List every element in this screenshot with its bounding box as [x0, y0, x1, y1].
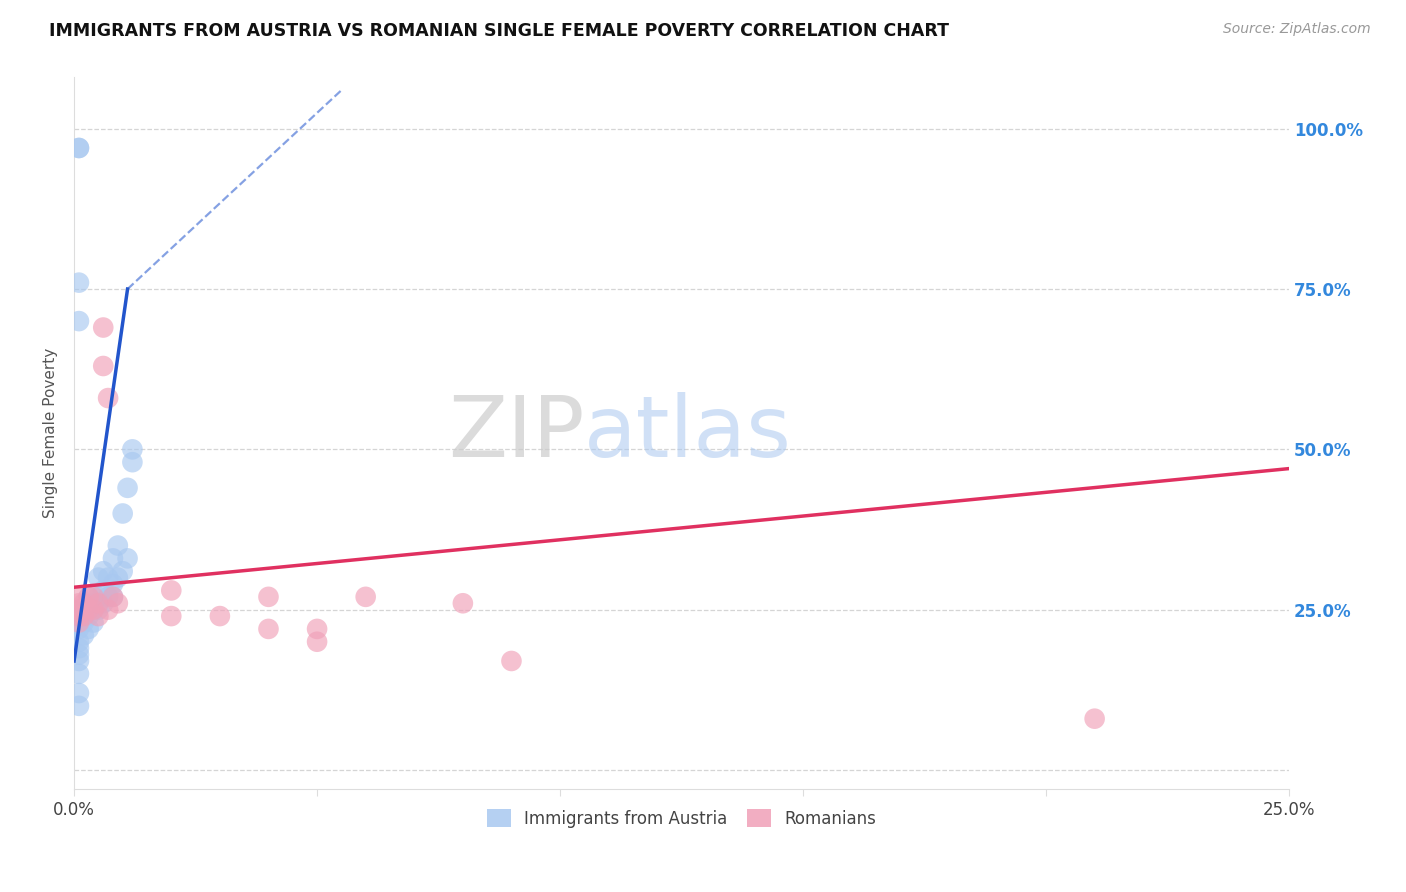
Point [83, 615, 105, 630]
Point [73, 602, 96, 616]
Point [257, 622, 280, 636]
Point [67, 602, 90, 616]
Point [91, 596, 114, 610]
Point [111, 564, 134, 578]
Point [87, 602, 110, 616]
Point [83, 596, 105, 610]
Point [77, 590, 100, 604]
Point [91, 583, 114, 598]
Point [87, 590, 110, 604]
Point [67, 641, 90, 656]
Y-axis label: Single Female Poverty: Single Female Poverty [44, 348, 58, 518]
Point [77, 622, 100, 636]
Point [77, 602, 100, 616]
Point [1084, 712, 1107, 726]
Point [97, 602, 120, 616]
Point [117, 481, 139, 495]
Point [77, 590, 100, 604]
Text: ZIP: ZIP [449, 392, 585, 475]
Text: atlas: atlas [585, 392, 793, 475]
Point [73, 609, 96, 624]
Point [107, 539, 129, 553]
Point [73, 615, 96, 630]
Point [307, 622, 329, 636]
Point [91, 359, 114, 373]
Point [501, 654, 523, 668]
Point [160, 583, 183, 598]
Point [451, 596, 474, 610]
Point [83, 590, 105, 604]
Point [67, 615, 90, 630]
Point [67, 276, 90, 290]
Point [87, 609, 110, 624]
Point [107, 596, 129, 610]
Point [83, 602, 105, 616]
Point [111, 507, 134, 521]
Point [121, 455, 143, 469]
Point [67, 314, 90, 328]
Point [208, 609, 231, 624]
Point [87, 596, 110, 610]
Point [67, 590, 90, 604]
Point [77, 602, 100, 616]
Point [67, 615, 90, 630]
Point [101, 577, 124, 591]
Point [91, 564, 114, 578]
Point [354, 590, 377, 604]
Point [101, 590, 124, 604]
Point [97, 391, 120, 405]
Point [87, 571, 110, 585]
Point [73, 628, 96, 642]
Point [67, 648, 90, 662]
Point [67, 141, 90, 155]
Point [257, 590, 280, 604]
Point [67, 686, 90, 700]
Point [160, 609, 183, 624]
Point [67, 609, 90, 624]
Point [77, 609, 100, 624]
Point [107, 571, 129, 585]
Point [91, 320, 114, 334]
Point [97, 590, 120, 604]
Point [97, 571, 120, 585]
Point [67, 666, 90, 681]
Point [101, 590, 124, 604]
Point [101, 551, 124, 566]
Point [83, 602, 105, 616]
Text: IMMIGRANTS FROM AUSTRIA VS ROMANIAN SINGLE FEMALE POVERTY CORRELATION CHART: IMMIGRANTS FROM AUSTRIA VS ROMANIAN SING… [49, 22, 949, 40]
Point [67, 596, 90, 610]
Point [67, 609, 90, 624]
Point [67, 654, 90, 668]
Point [67, 602, 90, 616]
Point [67, 622, 90, 636]
Point [117, 551, 139, 566]
Point [73, 596, 96, 610]
Point [67, 698, 90, 713]
Point [121, 442, 143, 457]
Text: Source: ZipAtlas.com: Source: ZipAtlas.com [1223, 22, 1371, 37]
Point [307, 634, 329, 648]
Legend: Immigrants from Austria, Romanians: Immigrants from Austria, Romanians [481, 803, 883, 834]
Point [67, 141, 90, 155]
Point [67, 634, 90, 648]
